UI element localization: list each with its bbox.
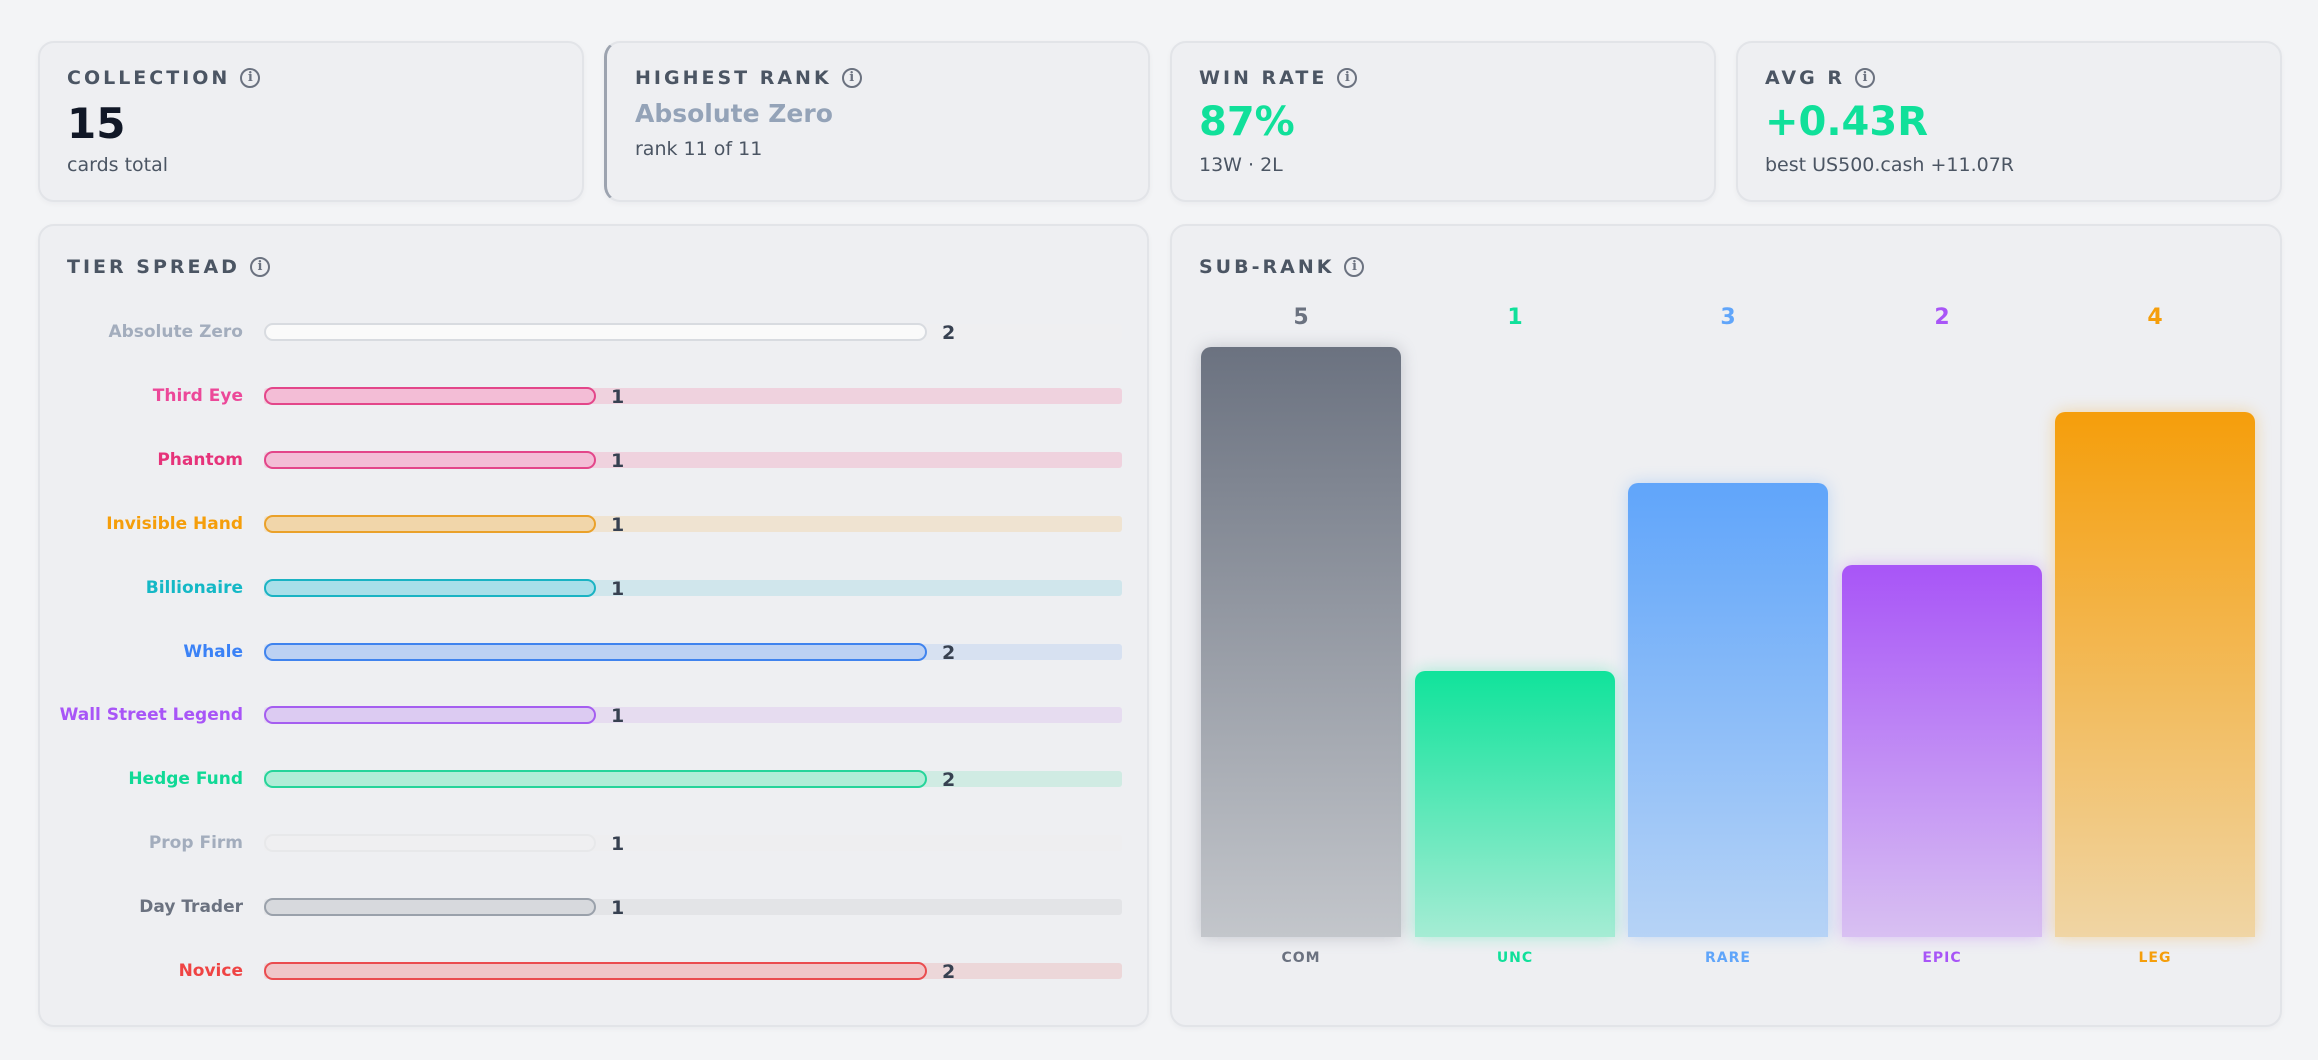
sub-rank-category-label: LEG (2138, 950, 2172, 966)
sub-rank-bar (2055, 412, 2255, 937)
tier-bar (264, 898, 596, 916)
tier-row: Phantom 1 (2, 448, 1151, 472)
stat-label-text: WIN RATE (1199, 67, 1328, 89)
sub-rank-bar (1628, 483, 1828, 937)
sub-rank-card: SUB-RANK i 5 COM 1 UNC 3 RARE 2 EPIC 4 LEG (1170, 224, 2282, 1027)
tier-bar (264, 706, 596, 724)
stat-sub: rank 11 of 11 (635, 138, 763, 160)
tier-count: 1 (611, 578, 625, 600)
sub-rank-category-label: RARE (1705, 950, 1751, 966)
stat-value: Absolute Zero (635, 99, 833, 128)
tier-bar (264, 451, 596, 469)
tier-bar (264, 834, 596, 852)
tier-row: Day Trader 1 (2, 895, 1151, 919)
tier-count: 1 (611, 386, 625, 408)
stat-label: AVG R i (1765, 67, 1875, 89)
stat-value: 87% (1199, 99, 1295, 145)
tier-row: Whale 2 (2, 640, 1151, 664)
tier-count: 2 (942, 322, 956, 344)
tier-bar (264, 770, 927, 788)
tier-name: Prop Firm (148, 833, 243, 853)
stat-label: WIN RATE i (1199, 67, 1358, 89)
sub-rank-label-text: SUB-RANK (1199, 256, 1335, 278)
tier-count: 1 (611, 833, 625, 855)
sub-rank-category-label: COM (1281, 950, 1321, 966)
tier-name: Novice (178, 961, 243, 981)
stat-label-text: HIGHEST RANK (635, 67, 832, 89)
sub-rank-bar (1415, 671, 1615, 937)
sub-rank-count: 3 (1720, 305, 1736, 330)
tier-bar (264, 387, 596, 405)
sub-rank-label: SUB-RANK i (1199, 256, 1365, 278)
stat-label-text: COLLECTION (67, 67, 231, 89)
tier-row: Third Eye 1 (2, 384, 1151, 408)
sub-rank-count: 5 (1293, 305, 1309, 330)
tier-count: 2 (942, 961, 956, 983)
stat-card-highest-rank: HIGHEST RANK i Absolute Zero rank 11 of … (604, 41, 1150, 202)
sub-rank-bar (1842, 565, 2042, 937)
info-icon[interactable]: i (1854, 68, 1875, 88)
tier-count: 2 (942, 642, 956, 664)
info-icon[interactable]: i (1344, 257, 1365, 277)
tier-bar (264, 323, 927, 341)
stat-card-win-rate: WIN RATE i 87% 13W · 2L (1170, 41, 1716, 202)
tier-bar (264, 962, 927, 980)
tier-count: 1 (611, 450, 625, 472)
tier-spread-label: TIER SPREAD i (67, 256, 270, 278)
stat-value: 15 (67, 99, 126, 148)
tier-count: 2 (942, 769, 956, 791)
sub-rank-bar (1201, 347, 1401, 937)
tier-bar (264, 515, 596, 533)
info-icon[interactable]: i (1337, 68, 1358, 88)
tier-count: 1 (611, 897, 625, 919)
stat-card-collection: COLLECTION i 15 cards total (38, 41, 584, 202)
stat-label: HIGHEST RANK i (635, 67, 862, 89)
tier-name: Wall Street Legend (59, 705, 243, 725)
sub-rank-count: 2 (1934, 305, 1950, 330)
sub-rank-category-label: UNC (1496, 950, 1534, 966)
tier-name: Day Trader (139, 897, 243, 917)
info-icon[interactable]: i (841, 68, 862, 88)
info-icon[interactable]: i (249, 257, 270, 277)
tier-count: 1 (611, 514, 625, 536)
tier-name: Whale (183, 642, 243, 662)
tier-spread-label-text: TIER SPREAD (67, 256, 240, 278)
sub-rank-category-label: EPIC (1922, 950, 1962, 966)
stat-value: +0.43R (1765, 99, 1929, 145)
tier-name: Third Eye (152, 386, 243, 406)
tier-bar (264, 579, 596, 597)
tier-name: Phantom (157, 450, 243, 470)
info-icon[interactable]: i (240, 68, 261, 88)
stat-card-avg-r: AVG R i +0.43R best US500.cash +11.07R (1736, 41, 2282, 202)
tier-spread-card: TIER SPREAD i Absolute Zero 2 Third Eye 1 Ph… (38, 224, 1149, 1027)
tier-name: Billionaire (145, 578, 243, 598)
tier-name: Hedge Fund (128, 769, 243, 789)
stat-sub: best US500.cash +11.07R (1765, 154, 2014, 176)
stat-sub: cards total (67, 154, 169, 176)
tier-row: Wall Street Legend 1 (2, 703, 1151, 727)
tier-row: Hedge Fund 2 (2, 767, 1151, 791)
tier-count: 1 (611, 705, 625, 727)
tier-row: Novice 2 (2, 959, 1151, 983)
tier-row: Billionaire 1 (2, 576, 1151, 600)
tier-row: Invisible Hand 1 (2, 512, 1151, 536)
stat-sub: 13W · 2L (1199, 154, 1283, 176)
tier-row: Prop Firm 1 (2, 831, 1151, 855)
sub-rank-count: 1 (1507, 305, 1523, 330)
stat-label-text: AVG R (1765, 67, 1845, 89)
tier-row: Absolute Zero 2 (2, 320, 1151, 344)
sub-rank-count: 4 (2147, 305, 2163, 330)
tier-name: Invisible Hand (106, 514, 243, 534)
tier-bar (264, 643, 927, 661)
tier-name: Absolute Zero (108, 322, 243, 342)
stat-label: COLLECTION i (67, 67, 261, 89)
tier-list: Absolute Zero 2 Third Eye 1 Phantom 1 Invisibl… (2, 2, 1151, 1060)
